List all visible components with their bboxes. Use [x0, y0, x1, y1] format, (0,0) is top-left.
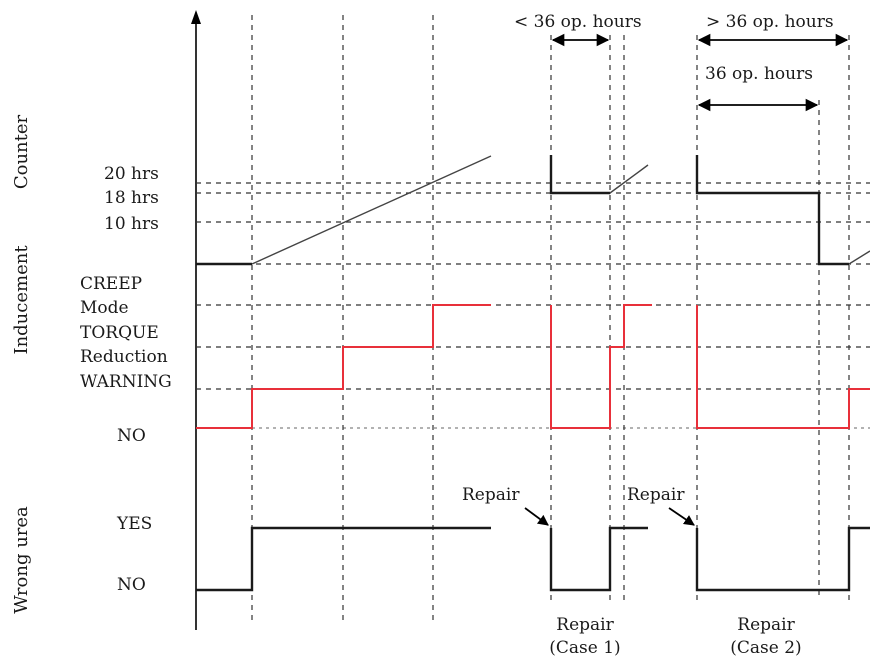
inducement-label-no: NO: [117, 426, 146, 446]
wrong-urea-label-yes: YES: [116, 514, 152, 534]
repair-callout-right: Repair: [627, 485, 685, 505]
annotation-less-than-36-hours: < 36 op. hours: [514, 12, 642, 32]
wrong-urea-label-no: NO: [117, 575, 146, 595]
counter-level-20hrs: 20 hrs: [104, 164, 159, 184]
axis-title-wrong-urea: Wrong urea: [11, 506, 32, 614]
repair-case2-subtitle: (Case 2): [730, 638, 801, 658]
counter-trace: [196, 155, 870, 266]
axis-title-inducement: Inducement: [11, 245, 32, 355]
repair-callout-left-arrow: [524, 507, 549, 526]
inducement-label-warning: WARNING: [80, 372, 172, 392]
wrong-urea-trace: [196, 526, 870, 592]
repair-case1-subtitle: (Case 1): [549, 638, 620, 658]
inducement-label-mode: Mode: [80, 298, 129, 318]
inducement-label-reduction: Reduction: [80, 347, 168, 367]
counter-level-10hrs: 10 hrs: [104, 214, 159, 234]
inducement-trace: [196, 304, 870, 429]
repair-case2-title: Repair: [737, 615, 795, 635]
counter-level-18hrs: 18 hrs: [104, 188, 159, 208]
annotation-greater-than-36-hours: > 36 op. hours: [706, 12, 834, 32]
inducement-label-torque: TORQUE: [80, 323, 159, 343]
repair-callout-right-arrow: [668, 507, 695, 526]
repair-callout-left: Repair: [462, 485, 520, 505]
vertical-axis-arrowhead: [191, 10, 201, 24]
repair-case1-title: Repair: [556, 615, 614, 635]
annotation-36-hours: 36 op. hours: [705, 64, 813, 84]
axis-title-counter: Counter: [11, 114, 32, 189]
horizontal-gridlines: [196, 182, 870, 429]
inducement-label-creep: CREEP: [80, 274, 142, 294]
